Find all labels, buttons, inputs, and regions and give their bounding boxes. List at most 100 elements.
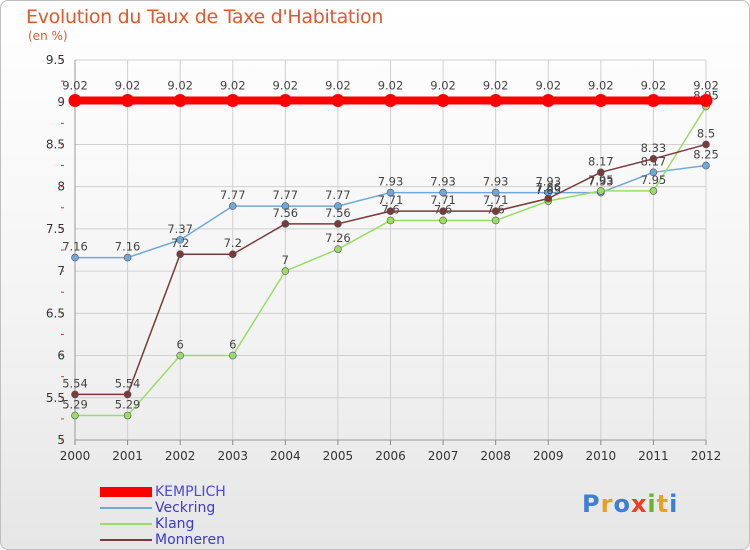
data-point-klang xyxy=(176,351,184,360)
data-point-kemplich xyxy=(331,94,345,108)
data-label-veckring: 7.16 xyxy=(115,240,141,254)
data-label-monneren: 7.56 xyxy=(325,206,351,220)
legend-label: Veckring xyxy=(155,500,216,516)
data-label-veckring: 7.93 xyxy=(535,175,561,189)
data-point-klang xyxy=(334,245,342,253)
x-tick-label: 2003 xyxy=(217,449,248,463)
data-label-monneren: 7.2 xyxy=(171,236,189,250)
data-label-monneren: 8.17 xyxy=(588,154,614,168)
legend-swatch xyxy=(100,523,152,525)
data-label-kemplich: 9.02 xyxy=(325,79,351,93)
x-tick-label: 2002 xyxy=(165,449,196,463)
data-point-monneren xyxy=(649,155,658,163)
x-tick-label: 2011 xyxy=(638,449,669,463)
data-label-klang: 7.95 xyxy=(588,173,614,187)
data-point-veckring xyxy=(281,202,290,210)
y-tick-label: 7.5 xyxy=(46,222,65,236)
data-point-klang xyxy=(123,411,132,420)
data-point-monneren xyxy=(71,390,79,399)
data-label-veckring: 7.77 xyxy=(273,188,299,202)
data-label-kemplich: 9.02 xyxy=(220,79,246,93)
data-point-veckring xyxy=(649,168,658,177)
data-point-kemplich xyxy=(436,94,450,108)
chart-subtitle: (en %) xyxy=(28,29,68,43)
data-label-veckring: 7.93 xyxy=(588,175,614,189)
data-point-veckring xyxy=(702,161,710,170)
data-point-veckring xyxy=(228,202,237,210)
data-point-kemplich xyxy=(489,94,503,108)
data-label-kemplich: 9.02 xyxy=(115,79,141,93)
data-point-veckring xyxy=(439,188,447,197)
data-label-klang: 5.29 xyxy=(62,398,88,412)
data-point-monneren xyxy=(281,220,290,228)
data-point-kemplich xyxy=(68,94,82,108)
data-label-klang: 5.29 xyxy=(115,398,141,412)
legend-label: Klang xyxy=(155,516,195,532)
data-point-monneren xyxy=(334,220,342,228)
data-point-klang xyxy=(439,216,447,225)
data-label-monneren: 8.33 xyxy=(641,141,667,155)
data-label-monneren: 7.71 xyxy=(430,193,456,207)
data-point-monneren xyxy=(544,194,553,203)
data-label-veckring: 7.77 xyxy=(325,188,351,202)
x-tick-label: 2008 xyxy=(480,449,511,463)
legend-label: KEMPLICH xyxy=(155,484,226,500)
x-tick-label: 2004 xyxy=(270,449,301,463)
data-point-kemplich xyxy=(646,94,660,108)
data-label-kemplich: 9.02 xyxy=(483,79,509,93)
data-point-veckring xyxy=(123,253,132,262)
x-tick-label: 2000 xyxy=(60,449,91,463)
data-point-klang xyxy=(597,187,605,195)
data-point-monneren xyxy=(386,207,395,215)
data-point-veckring xyxy=(334,202,342,210)
legend-label: Monneren xyxy=(155,532,225,548)
x-tick-label: 2012 xyxy=(691,449,722,463)
data-point-monneren xyxy=(597,168,605,177)
data-point-veckring xyxy=(386,188,395,197)
data-label-kemplich: 9.02 xyxy=(588,79,614,93)
data-label-monneren: 7.2 xyxy=(224,236,242,250)
data-label-veckring: 7.77 xyxy=(220,188,246,202)
legend-swatch xyxy=(100,487,152,497)
y-tick-label: 6.5 xyxy=(46,306,65,320)
x-tick-label: 2006 xyxy=(375,449,406,463)
data-label-klang: 7.95 xyxy=(641,173,667,187)
data-label-kemplich: 9.02 xyxy=(693,79,719,93)
y-tick-label: 9.5 xyxy=(46,53,65,67)
data-point-monneren xyxy=(228,250,237,259)
data-label-monneren: 5.54 xyxy=(115,376,141,390)
data-label-veckring: 7.37 xyxy=(167,222,193,236)
data-point-monneren xyxy=(123,390,132,399)
data-label-kemplich: 9.02 xyxy=(430,79,456,93)
data-label-veckring: 7.93 xyxy=(430,175,456,189)
data-point-veckring xyxy=(71,253,79,262)
data-label-veckring: 7.93 xyxy=(378,175,404,189)
data-point-kemplich xyxy=(541,94,555,108)
data-label-monneren: 7.56 xyxy=(273,206,299,220)
data-point-kemplich xyxy=(594,94,608,108)
data-point-klang xyxy=(71,411,79,420)
data-label-klang: 6 xyxy=(229,338,236,352)
data-point-kemplich xyxy=(278,94,292,108)
data-label-kemplich: 9.02 xyxy=(62,79,88,93)
data-label-veckring: 7.16 xyxy=(62,240,88,254)
chart-title: Evolution du Taux de Taxe d'Habitation xyxy=(26,6,384,28)
data-label-kemplich: 9.02 xyxy=(273,79,299,93)
data-point-monneren xyxy=(491,207,500,215)
data-label-kemplich: 9.02 xyxy=(378,79,404,93)
data-point-kemplich xyxy=(173,94,187,108)
x-tick-label: 2010 xyxy=(586,449,617,463)
x-tick-label: 2007 xyxy=(428,449,459,463)
data-point-klang xyxy=(491,216,500,225)
data-label-kemplich: 9.02 xyxy=(167,79,193,93)
data-label-klang: 6 xyxy=(177,338,184,352)
data-point-monneren xyxy=(702,140,710,149)
data-point-veckring xyxy=(491,188,500,197)
data-label-monneren: 8.5 xyxy=(697,126,715,140)
data-point-klang xyxy=(386,216,395,225)
data-label-monneren: 7.71 xyxy=(378,193,404,207)
data-point-kemplich xyxy=(226,94,240,108)
x-tick-label: 2009 xyxy=(533,449,564,463)
